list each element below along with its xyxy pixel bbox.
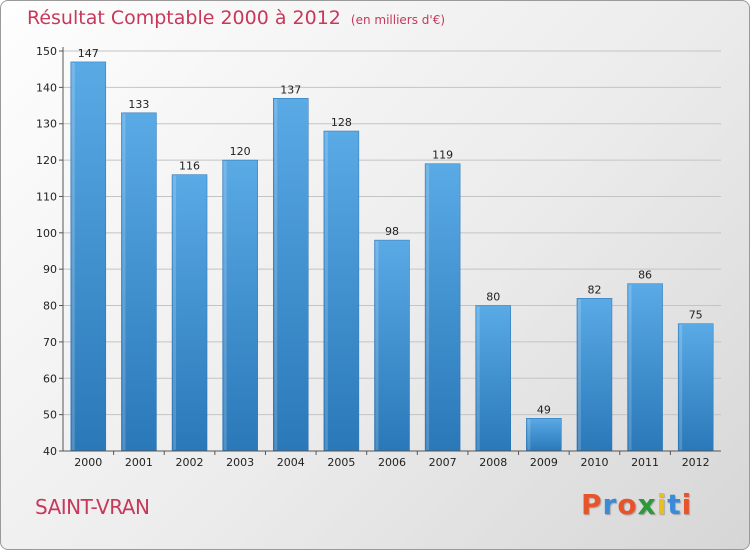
y-tick-label: 140 (36, 81, 57, 94)
bar-2001 (121, 112, 157, 452)
bar-2002 (171, 174, 208, 452)
bar-2010 (576, 298, 613, 452)
logo-letter: P (581, 488, 603, 521)
data-label-2006: 98 (385, 225, 399, 238)
y-tick-label: 60 (43, 372, 57, 385)
data-label-2003: 120 (230, 145, 251, 158)
y-tick-label: 90 (43, 263, 57, 276)
bar-2008 (475, 305, 511, 452)
y-tick-label: 70 (43, 336, 57, 349)
data-label-2012: 75 (689, 309, 703, 322)
data-label-2007: 119 (432, 149, 453, 162)
data-label-2001: 133 (128, 98, 149, 111)
x-tick-label: 2007 (429, 456, 457, 469)
y-tick-label: 40 (43, 445, 57, 458)
data-label-2008: 80 (486, 291, 500, 304)
bar-highlight (577, 299, 581, 450)
x-tick-label: 2011 (631, 456, 659, 469)
logo-letter: o (617, 488, 638, 521)
data-label-2002: 116 (179, 160, 200, 173)
bar-highlight (527, 419, 531, 450)
bar-2012 (677, 323, 714, 452)
bar-2000 (70, 61, 107, 452)
bar-highlight (628, 284, 632, 450)
bar-highlight (223, 161, 227, 450)
bar-highlight (426, 164, 430, 450)
bar-highlight (173, 175, 177, 451)
bar-highlight (122, 113, 126, 451)
bar-highlight (679, 324, 683, 450)
logo-letter: x (637, 488, 657, 521)
data-label-2010: 82 (587, 283, 601, 296)
x-tick-label: 2004 (277, 456, 305, 469)
bar-2006 (374, 239, 410, 452)
bar-highlight (476, 306, 480, 450)
y-tick-label: 100 (36, 227, 57, 240)
bar-highlight (324, 132, 328, 450)
x-tick-label: 2009 (530, 456, 558, 469)
y-tick-label: 120 (36, 154, 57, 167)
data-label-2011: 86 (638, 269, 652, 282)
logo-letter: t (667, 488, 682, 521)
y-tick-label: 110 (36, 190, 57, 203)
x-tick-label: 2006 (378, 456, 406, 469)
bar-2007 (424, 163, 461, 452)
x-tick-label: 2005 (327, 456, 355, 469)
x-tick-label: 2008 (479, 456, 507, 469)
bar-2011 (627, 283, 663, 452)
proxiti-logo: Proxiti (581, 488, 692, 521)
x-tick-label: 2002 (176, 456, 204, 469)
title-text: Résultat Comptable 2000 à 2012 (27, 7, 341, 29)
data-label-2000: 147 (78, 47, 99, 60)
y-tick-label: 50 (43, 409, 57, 422)
bar-highlight (274, 99, 278, 450)
bar-highlight (71, 62, 75, 451)
bar-2004 (273, 98, 309, 452)
x-tick-label: 2001 (125, 456, 153, 469)
bar-highlight (375, 241, 379, 450)
y-tick-label: 150 (36, 45, 57, 58)
x-tick-label: 2010 (580, 456, 608, 469)
bar-2005 (323, 130, 360, 452)
x-tick-label: 2000 (74, 456, 102, 469)
chart-subtitle: (en milliers d'€) (350, 13, 446, 27)
logo-letter: r (602, 488, 618, 521)
data-label-2004: 137 (280, 83, 301, 96)
data-label-2005: 128 (331, 116, 352, 129)
chart-title: Résultat Comptable 2000 à 2012 (en millie… (27, 7, 445, 29)
x-tick-label: 2012 (682, 456, 710, 469)
data-label-2009: 49 (537, 403, 551, 416)
logo-letter: i (681, 488, 693, 521)
x-tick-label: 2003 (226, 456, 254, 469)
y-tick-label: 80 (43, 300, 57, 313)
town-name: SAINT-VRAN (35, 495, 150, 519)
logo-letter: i (656, 488, 668, 521)
y-tick-label: 130 (36, 118, 57, 131)
bar-2003 (222, 159, 258, 452)
bar-2009 (526, 418, 562, 452)
